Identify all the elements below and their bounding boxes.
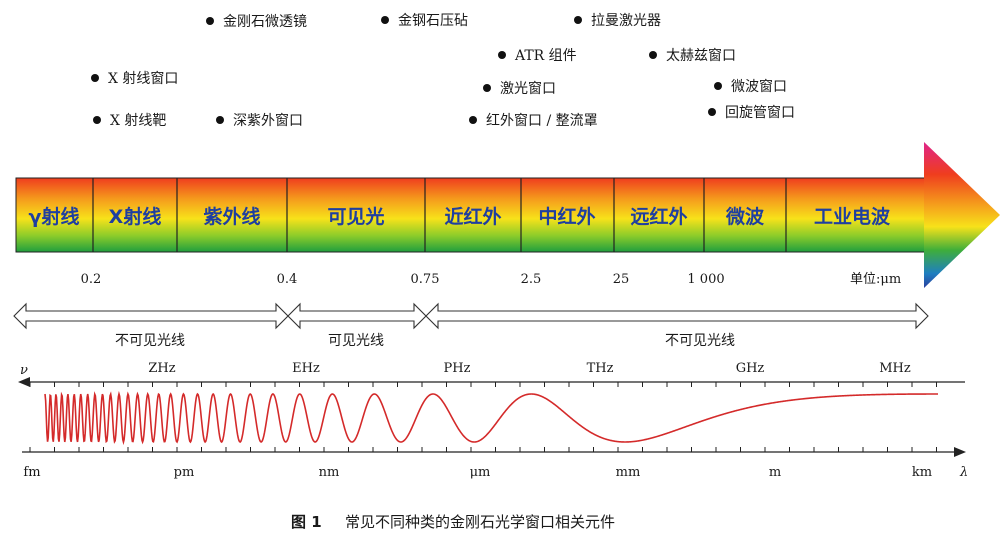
figure-caption: 图 1 常见不同种类的金刚石光学窗口相关元件 bbox=[291, 513, 615, 531]
application-item: 回旋管窗口 bbox=[708, 104, 795, 121]
application-label: 回旋管窗口 bbox=[725, 104, 795, 121]
wavelength-tick: 0.4 bbox=[277, 272, 298, 287]
wavelength-tick: 25 bbox=[613, 272, 630, 287]
range-label: 不可见光线 bbox=[115, 333, 185, 349]
wavelength-tick: 1 000 bbox=[687, 272, 724, 287]
frequency-label: ZHz bbox=[148, 361, 175, 376]
application-item: 拉曼激光器 bbox=[574, 12, 661, 29]
range-label: 可见光线 bbox=[328, 333, 384, 349]
band-label: 紫外线 bbox=[203, 205, 260, 228]
bullet-icon bbox=[93, 116, 101, 124]
frequency-label: GHz bbox=[736, 361, 765, 376]
application-label: 深紫外窗口 bbox=[233, 112, 303, 129]
frequency-label: EHz bbox=[292, 361, 320, 376]
band-label: 工业电波 bbox=[814, 205, 891, 228]
electromagnetic-wave bbox=[44, 390, 938, 446]
application-item: 红外窗口 / 整流罩 bbox=[469, 112, 598, 129]
wavelength-axis-label: km bbox=[912, 465, 932, 480]
wavelength-symbol: λ bbox=[959, 465, 968, 480]
bullet-icon bbox=[206, 17, 214, 25]
application-item: ATR 组件 bbox=[498, 48, 577, 64]
caption-text: 常见不同种类的金刚石光学窗口相关元件 bbox=[345, 513, 615, 531]
application-labels: 金刚石微透镜 金钢石压砧 拉曼激光器 ATR 组件 太赫兹窗口 X 射线窗口 激… bbox=[91, 12, 795, 129]
wavelength-axis: fm pm nm μm mm m km λ bbox=[22, 447, 968, 480]
bullet-icon bbox=[649, 51, 657, 59]
application-item: 深紫外窗口 bbox=[216, 112, 303, 129]
spectrum-band-body bbox=[15, 177, 927, 253]
wavelength-arrow-icon bbox=[954, 447, 966, 457]
wavelength-axis-label: pm bbox=[174, 465, 195, 480]
range-arrow-visible bbox=[287, 302, 427, 330]
bullet-icon bbox=[216, 116, 224, 124]
caption-number: 图 1 bbox=[291, 513, 322, 531]
bullet-icon bbox=[483, 84, 491, 92]
application-item: 金钢石压砧 bbox=[381, 13, 468, 29]
frequency-symbol: ν bbox=[20, 363, 28, 378]
range-arrow-invisible-short bbox=[13, 302, 289, 330]
application-label: 金刚石微透镜 bbox=[223, 14, 307, 30]
bullet-icon bbox=[574, 16, 582, 24]
band-label: X射线 bbox=[109, 205, 162, 228]
application-label: ATR 组件 bbox=[514, 48, 577, 64]
band-label: 近红外 bbox=[444, 205, 501, 228]
application-label: 激光窗口 bbox=[500, 80, 556, 97]
frequency-axis: ν ZHz EHz PHz THz GHz MHz bbox=[18, 361, 965, 387]
bullet-icon bbox=[714, 82, 722, 90]
wavelength-tick: 0.75 bbox=[411, 272, 440, 287]
application-item: 金刚石微透镜 bbox=[206, 14, 307, 30]
bullet-icon bbox=[708, 108, 716, 116]
range-label: 不可见光线 bbox=[665, 333, 735, 349]
application-label: 拉曼激光器 bbox=[591, 12, 661, 29]
wavelength-tick: 0.2 bbox=[81, 272, 102, 287]
wavelength-axis-label: mm bbox=[616, 465, 641, 480]
frequency-label: THz bbox=[587, 361, 614, 376]
band-label: 微波 bbox=[725, 205, 765, 228]
wavelength-axis-label: m bbox=[769, 465, 781, 480]
application-item: X 射线窗口 bbox=[91, 70, 178, 87]
wavelength-axis-label: nm bbox=[319, 465, 340, 480]
band-label: 远红外 bbox=[630, 205, 687, 228]
visibility-ranges bbox=[13, 302, 929, 330]
frequency-minor-ticks bbox=[29, 382, 937, 387]
wavelength-axis-label: fm bbox=[23, 465, 40, 480]
wavelength-axis-label: μm bbox=[470, 465, 491, 480]
band-label: 可见光 bbox=[327, 205, 384, 228]
application-label: X 射线靶 bbox=[110, 113, 166, 129]
frequency-arrow-icon bbox=[18, 377, 30, 387]
band-label: γ射线 bbox=[29, 205, 80, 228]
band-separators bbox=[92, 178, 787, 252]
application-item: X 射线靶 bbox=[93, 113, 166, 129]
frequency-label: PHz bbox=[444, 361, 471, 376]
bullet-icon bbox=[91, 74, 99, 82]
application-item: 太赫兹窗口 bbox=[649, 47, 736, 64]
bullet-icon bbox=[381, 16, 389, 24]
unit-label: 单位:μm bbox=[850, 272, 901, 287]
application-item: 激光窗口 bbox=[483, 80, 556, 97]
application-label: 太赫兹窗口 bbox=[666, 47, 736, 64]
wavelength-minor-ticks bbox=[29, 447, 937, 452]
bullet-icon bbox=[498, 51, 506, 59]
wavelength-tick: 2.5 bbox=[521, 272, 542, 287]
spectrum-arrow-head bbox=[924, 142, 1000, 288]
application-label: 红外窗口 / 整流罩 bbox=[486, 112, 598, 129]
bullet-icon bbox=[469, 116, 477, 124]
frequency-label: MHz bbox=[879, 361, 911, 376]
application-label: X 射线窗口 bbox=[108, 70, 178, 87]
spectrum-band: γ射线 X射线 紫外线 可见光 近红外 中红外 远红外 微波 工业电波 bbox=[15, 142, 1000, 288]
band-label: 中红外 bbox=[538, 205, 595, 228]
application-label: 微波窗口 bbox=[731, 78, 787, 95]
range-arrow-invisible-long bbox=[425, 302, 929, 330]
application-label: 金钢石压砧 bbox=[398, 13, 468, 29]
wavelength-ticks: 0.2 0.4 0.75 2.5 25 1 000 单位:μm bbox=[81, 272, 902, 287]
application-item: 微波窗口 bbox=[714, 78, 787, 95]
